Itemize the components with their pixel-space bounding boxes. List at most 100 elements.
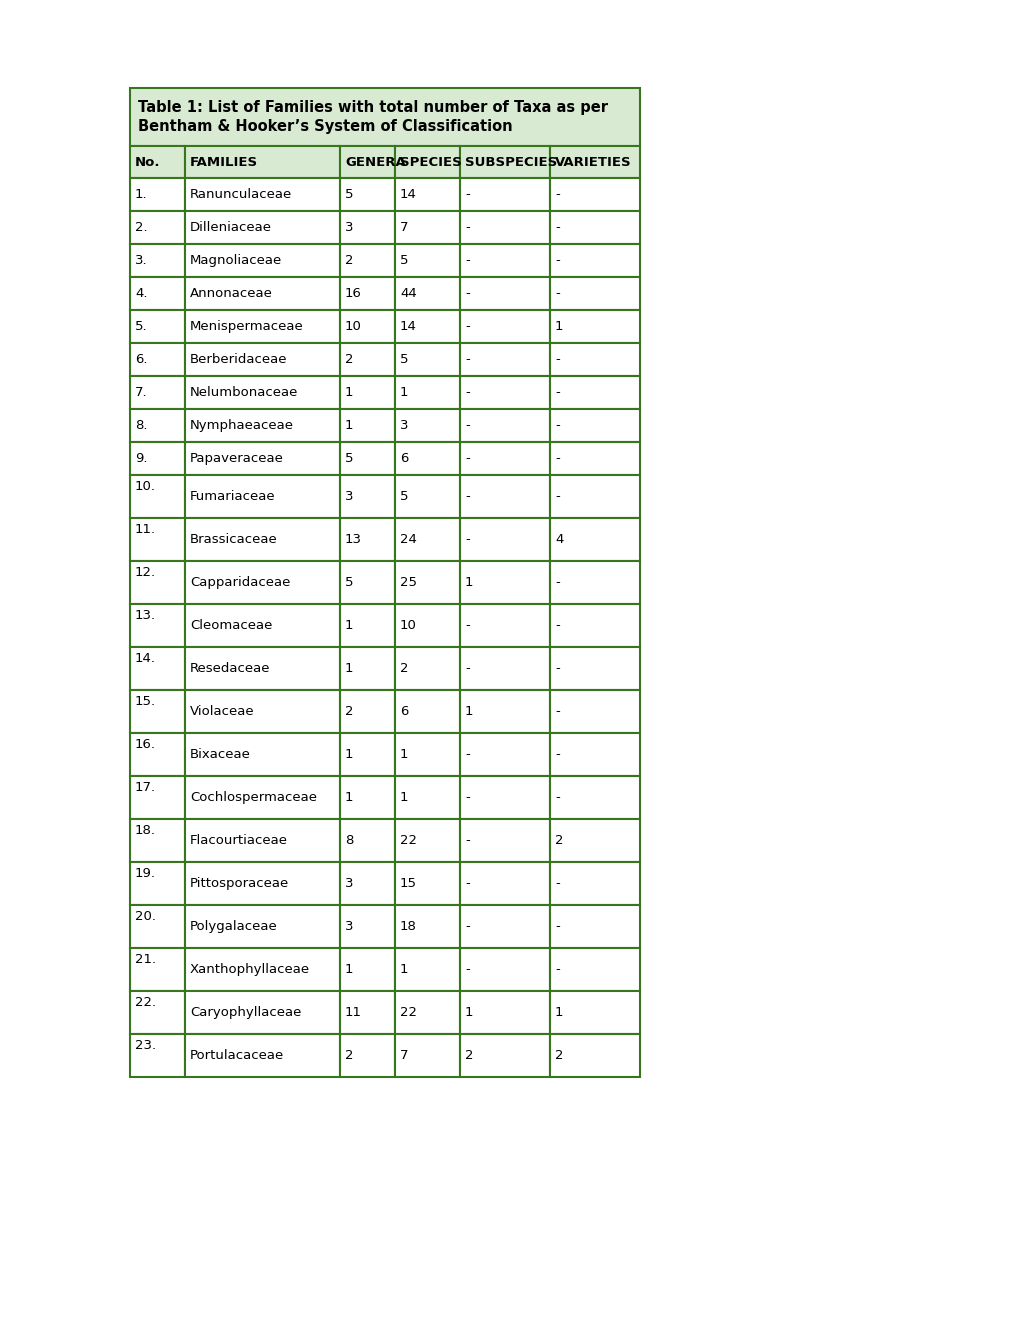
Bar [339, 690, 394, 733]
Text: -: - [554, 791, 559, 804]
Bar [394, 647, 460, 690]
Text: 6: 6 [399, 451, 408, 465]
Text: -: - [465, 876, 470, 890]
Text: 11.: 11. [135, 523, 156, 536]
Bar [339, 561, 394, 605]
Bar [394, 991, 460, 1034]
Text: 16: 16 [344, 286, 362, 300]
Bar [184, 561, 339, 605]
Text: 2: 2 [554, 834, 562, 847]
Bar [129, 991, 184, 1034]
Bar [394, 244, 460, 277]
Bar [394, 517, 460, 561]
Bar [460, 647, 549, 690]
Bar [339, 244, 394, 277]
Text: 3: 3 [344, 220, 354, 234]
Text: 11: 11 [344, 1006, 362, 1019]
Text: -: - [465, 253, 470, 267]
Text: GENERA: GENERA [344, 156, 406, 169]
Bar [339, 1034, 394, 1077]
Bar [549, 776, 639, 818]
Text: 10: 10 [344, 319, 362, 333]
Text: Flacourtiaceae: Flacourtiaceae [190, 834, 287, 847]
Bar [184, 906, 339, 948]
Text: -: - [465, 352, 470, 366]
Bar [339, 178, 394, 211]
Bar [394, 343, 460, 376]
Bar [129, 475, 184, 517]
Text: -: - [554, 576, 559, 589]
Text: Ranunculaceae: Ranunculaceae [190, 187, 292, 201]
Text: -: - [554, 705, 559, 718]
Text: 14: 14 [399, 187, 417, 201]
Bar [394, 475, 460, 517]
Bar [460, 310, 549, 343]
Text: 2: 2 [344, 352, 354, 366]
Bar [394, 310, 460, 343]
Text: 20.: 20. [135, 909, 156, 923]
Text: Nelumbonaceae: Nelumbonaceae [190, 385, 299, 399]
Bar [460, 862, 549, 906]
Text: -: - [554, 352, 559, 366]
Text: 5: 5 [344, 451, 354, 465]
Text: Berberidaceae: Berberidaceae [190, 352, 287, 366]
Text: 5: 5 [399, 253, 408, 267]
Bar [549, 244, 639, 277]
Text: 7: 7 [399, 1049, 408, 1063]
Text: 7.: 7. [135, 385, 148, 399]
Text: Annonaceae: Annonaceae [190, 286, 273, 300]
Text: -: - [465, 533, 470, 546]
Text: 1: 1 [344, 663, 354, 675]
Text: 1: 1 [465, 576, 473, 589]
Bar [184, 343, 339, 376]
Bar [460, 277, 549, 310]
Bar [460, 244, 549, 277]
Bar [129, 776, 184, 818]
Bar [129, 948, 184, 991]
Text: -: - [554, 220, 559, 234]
Bar [460, 475, 549, 517]
Bar [339, 605, 394, 647]
Bar [549, 862, 639, 906]
Bar [460, 605, 549, 647]
Text: -: - [465, 791, 470, 804]
Text: 2: 2 [399, 663, 408, 675]
Bar [460, 818, 549, 862]
Text: 14: 14 [399, 319, 417, 333]
Text: 2: 2 [465, 1049, 473, 1063]
Text: 7: 7 [399, 220, 408, 234]
Text: 22: 22 [399, 1006, 417, 1019]
Text: 1.: 1. [135, 187, 148, 201]
Bar [129, 1034, 184, 1077]
Text: Nymphaeaceae: Nymphaeaceae [190, 418, 293, 432]
Text: -: - [554, 451, 559, 465]
Text: 17.: 17. [135, 781, 156, 795]
Text: 3: 3 [344, 876, 354, 890]
Text: -: - [465, 920, 470, 933]
Text: 2: 2 [554, 1049, 562, 1063]
Bar [339, 147, 394, 178]
Text: -: - [465, 319, 470, 333]
Text: -: - [554, 418, 559, 432]
Bar [339, 277, 394, 310]
Bar [339, 409, 394, 442]
Bar [129, 561, 184, 605]
Bar [184, 147, 339, 178]
Bar [129, 211, 184, 244]
Text: 3.: 3. [135, 253, 148, 267]
Bar [184, 862, 339, 906]
Bar [129, 862, 184, 906]
Text: 13: 13 [344, 533, 362, 546]
Bar [129, 605, 184, 647]
Bar [549, 818, 639, 862]
Text: Magnoliaceae: Magnoliaceae [190, 253, 282, 267]
Bar [129, 906, 184, 948]
Bar [184, 517, 339, 561]
Bar [184, 1034, 339, 1077]
Text: Pittosporaceae: Pittosporaceae [190, 876, 289, 890]
Bar [394, 147, 460, 178]
Text: -: - [554, 920, 559, 933]
Bar [460, 147, 549, 178]
Bar [549, 376, 639, 409]
Text: -: - [554, 748, 559, 762]
